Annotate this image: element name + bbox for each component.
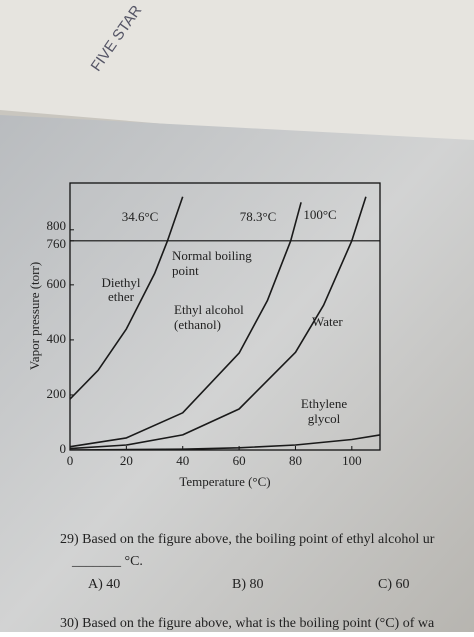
annotation: 34.6°C bbox=[122, 209, 159, 224]
x-tick-label: 100 bbox=[342, 453, 362, 468]
x-tick-label: 80 bbox=[289, 453, 302, 468]
notebook-paper bbox=[0, 0, 474, 150]
series-line bbox=[70, 202, 302, 448]
answer-option: B) 80 bbox=[232, 577, 264, 592]
answer-option: C) 60 bbox=[378, 577, 410, 592]
x-axis-label: Temperature (°C) bbox=[179, 474, 270, 489]
plot-frame bbox=[69, 182, 381, 451]
y-tick-label: 400 bbox=[47, 331, 67, 346]
answer-option: A) 40 bbox=[88, 577, 120, 592]
y-tick-label: 200 bbox=[47, 386, 67, 401]
series-label: Ethylene glycol bbox=[300, 396, 348, 426]
x-tick-label: 60 bbox=[233, 453, 246, 468]
x-tick-label: 20 bbox=[120, 453, 133, 468]
y-tick-label: 600 bbox=[47, 276, 67, 291]
series-line bbox=[70, 434, 380, 450]
x-tick-label: 0 bbox=[67, 453, 74, 468]
question-blank: _______ °C. bbox=[71, 554, 143, 569]
series-label: Water bbox=[312, 314, 343, 329]
y-tick-label: 800 bbox=[47, 218, 67, 233]
annotation: 100°C bbox=[303, 207, 336, 222]
series-label: Diethyl ether bbox=[101, 276, 141, 304]
reference-label: Normal boiling point bbox=[172, 248, 252, 278]
series-line bbox=[70, 196, 367, 450]
series-label: Ethyl alcohol (ethanol) bbox=[174, 302, 244, 332]
question-text: 30) Based on the figure above, what is t… bbox=[60, 616, 435, 631]
y-axis-label: Vapor pressure (torr) bbox=[27, 262, 42, 370]
x-tick-label: 40 bbox=[176, 453, 189, 468]
annotation: 78.3°C bbox=[240, 209, 277, 224]
question-text: 29) Based on the figure above, the boili… bbox=[60, 532, 435, 547]
y-tick-label: 760 bbox=[47, 236, 67, 251]
series-label-box: Ethyl alcohol (ethanol) bbox=[174, 302, 244, 332]
series-label-box: Ethylene glycol bbox=[300, 396, 348, 426]
series-label-box: Diethyl ether bbox=[101, 276, 141, 304]
reference-label-box: Normal boiling point bbox=[172, 248, 252, 278]
worksheet bbox=[0, 115, 474, 632]
y-tick-label: 0 bbox=[60, 441, 67, 456]
series-line bbox=[70, 196, 184, 400]
